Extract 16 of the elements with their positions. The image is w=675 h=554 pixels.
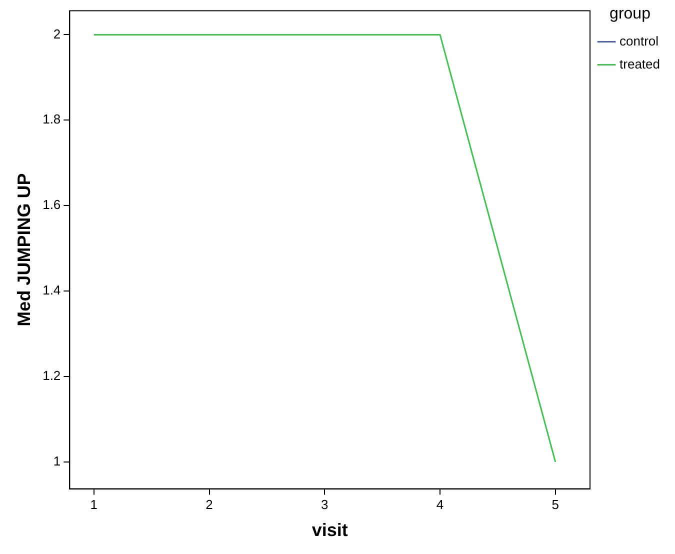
x-tick-label: 4	[436, 497, 444, 512]
x-axis-title: visit	[312, 520, 348, 540]
y-tick-label: 2	[53, 26, 61, 42]
x-tick-label: 1	[90, 497, 98, 512]
y-tick-label: 1.8	[42, 112, 61, 127]
legend-label: treated	[620, 56, 660, 72]
legend-title: group	[610, 5, 651, 22]
x-tick-label: 2	[206, 497, 213, 512]
y-tick-label: 1.6	[42, 197, 61, 212]
x-tick-label: 3	[321, 497, 328, 512]
y-tick-label: 1.4	[42, 282, 61, 298]
legend-label: control	[620, 33, 659, 48]
x-tick-label: 5	[552, 497, 560, 512]
y-axis-title: Med JUMPING UP	[14, 173, 34, 326]
y-tick-label: 1	[53, 453, 61, 468]
y-tick-label: 1.2	[42, 368, 61, 384]
